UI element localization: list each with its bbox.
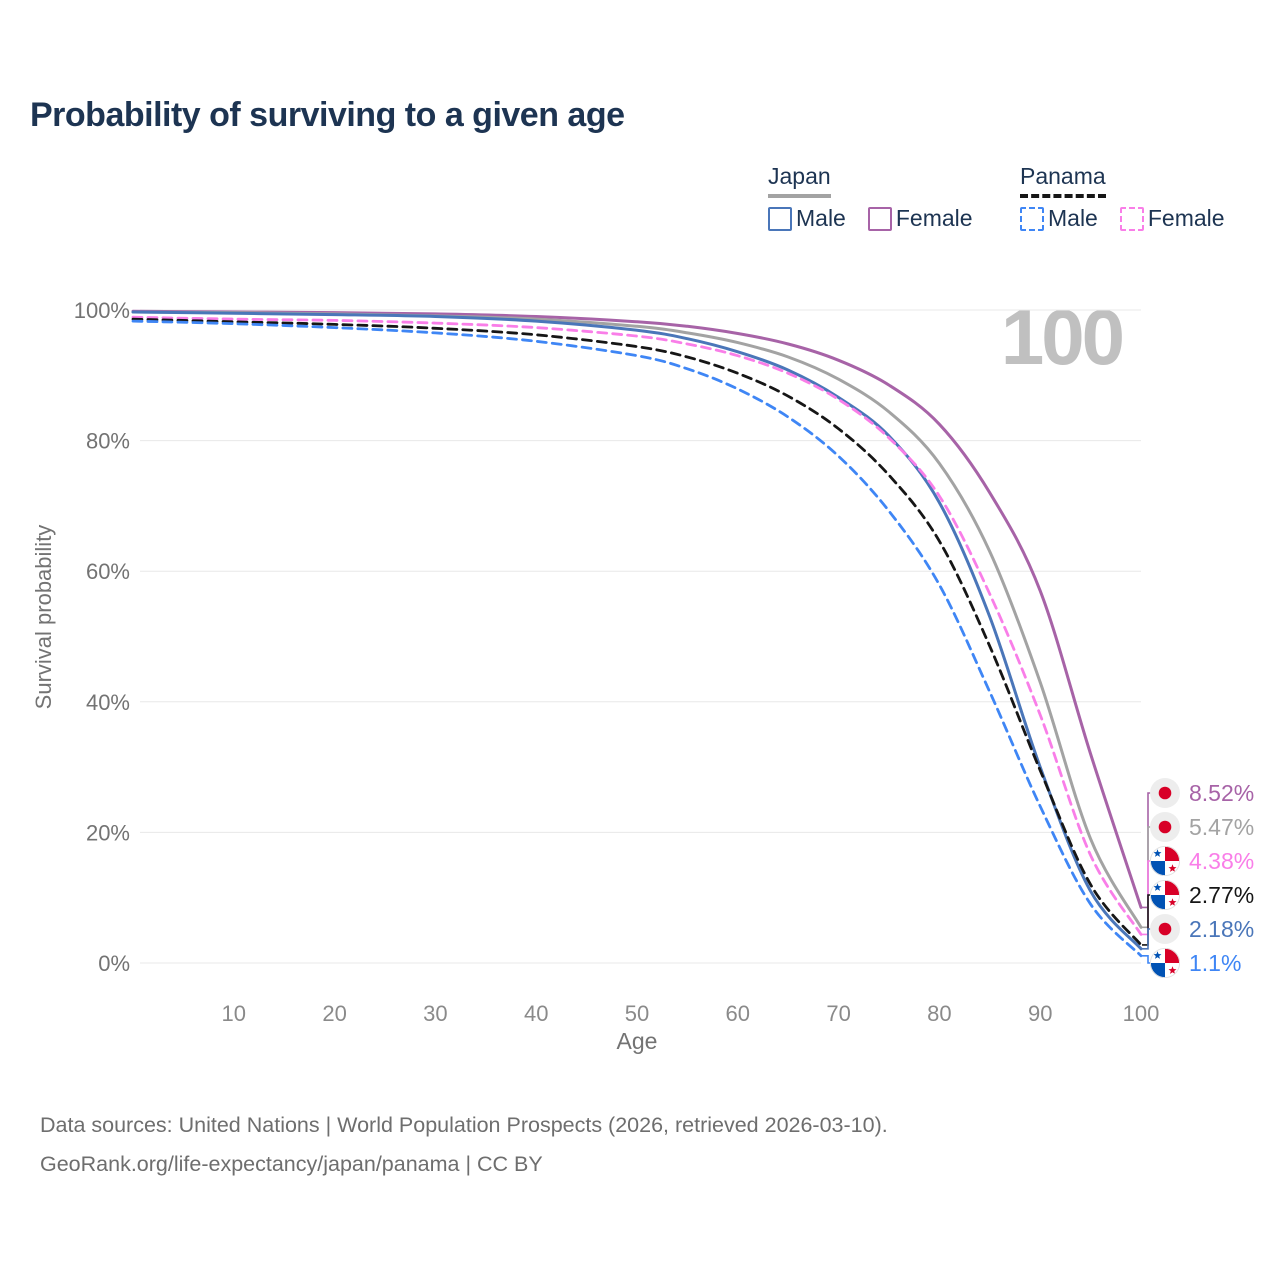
series-line-japan-male[interactable] [131,310,1143,951]
legend-group-japan: Japan Male Female [768,163,973,232]
series-line-panama-male[interactable] [131,319,1143,958]
end-label-japan[interactable]: 5.47% [1150,812,1254,842]
x-axis-title: Age [616,1028,658,1054]
legend-panama-male-label: Male [1048,205,1098,231]
panama-flag-icon [1150,948,1180,978]
x-tick-20: 20 [322,1001,346,1026]
series-line-panama[interactable] [131,317,1143,947]
end-label-japan-male[interactable]: 2.18% [1150,914,1254,944]
end-label-value: 2.77% [1189,881,1255,908]
y-tick-60%: 60% [86,559,130,584]
end-label-value: 1.1% [1189,949,1242,976]
japan-female-swatch-icon [867,206,892,231]
legend-panama-female-label: Female [1147,205,1225,231]
end-label-panama-male[interactable]: 1.1% [1150,948,1241,978]
end-label-value: 4.38% [1189,847,1255,874]
y-tick-20%: 20% [86,820,130,845]
data-sources-line: Data sources: United Nations | World Pop… [40,1113,888,1137]
legend-group-panama: Panama Male Female [1020,163,1225,232]
series-line-panama-female[interactable] [131,315,1143,936]
footer-note: Data sources: United Nations | World Pop… [40,1106,888,1184]
legend-japan-title[interactable]: Japan [768,163,831,198]
japan-flag-icon [1150,778,1180,808]
page-title: Probability of surviving to a given age [30,96,625,134]
panama-male-swatch-icon [1020,206,1044,231]
legend-item-panama-female[interactable]: Female [1119,205,1225,232]
end-label-value: 8.52% [1189,779,1255,806]
end-label-panama-female[interactable]: 4.38% [1150,846,1254,876]
japan-male-swatch-icon [768,206,792,231]
x-tick-40: 40 [524,1001,548,1026]
x-tick-100: 100 [1123,1001,1160,1026]
panama-flag-icon [1150,880,1180,910]
x-tick-70: 70 [826,1001,850,1026]
japan-flag-icon [1150,914,1180,944]
legend-japan-male-label: Male [796,205,846,231]
y-tick-0%: 0% [98,951,130,976]
y-axis-title: Survival probability [31,524,56,710]
end-label-panama[interactable]: 2.77% [1150,880,1254,910]
x-tick-50: 50 [625,1001,649,1026]
series-line-japan-female[interactable] [131,309,1143,909]
y-tick-80%: 80% [86,429,130,454]
end-label-value: 5.47% [1189,813,1255,840]
legend-item-japan-male[interactable]: Male [768,205,846,232]
panama-flag-icon [1150,846,1180,876]
legend-item-japan-female[interactable]: Female [867,205,973,232]
end-label-value: 2.18% [1189,915,1255,942]
legend-panama-title[interactable]: Panama [1020,163,1106,198]
y-tick-40%: 40% [86,690,130,715]
panama-female-swatch-icon [1119,206,1144,231]
legend-japan-female-label: Female [895,205,973,231]
legend-item-panama-male[interactable]: Male [1020,205,1098,232]
hovered-age-watermark: 100 [1000,293,1125,381]
x-tick-10: 10 [222,1001,246,1026]
end-label-japan-female[interactable]: 8.52% [1150,778,1254,808]
source-url-line: GeoRank.org/life-expectancy/japan/panama… [40,1152,543,1176]
y-tick-100%: 100% [74,298,130,323]
x-tick-80: 80 [927,1001,951,1026]
x-tick-30: 30 [423,1001,447,1026]
x-tick-90: 90 [1028,1001,1052,1026]
japan-flag-icon [1150,812,1180,842]
x-tick-60: 60 [726,1001,750,1026]
